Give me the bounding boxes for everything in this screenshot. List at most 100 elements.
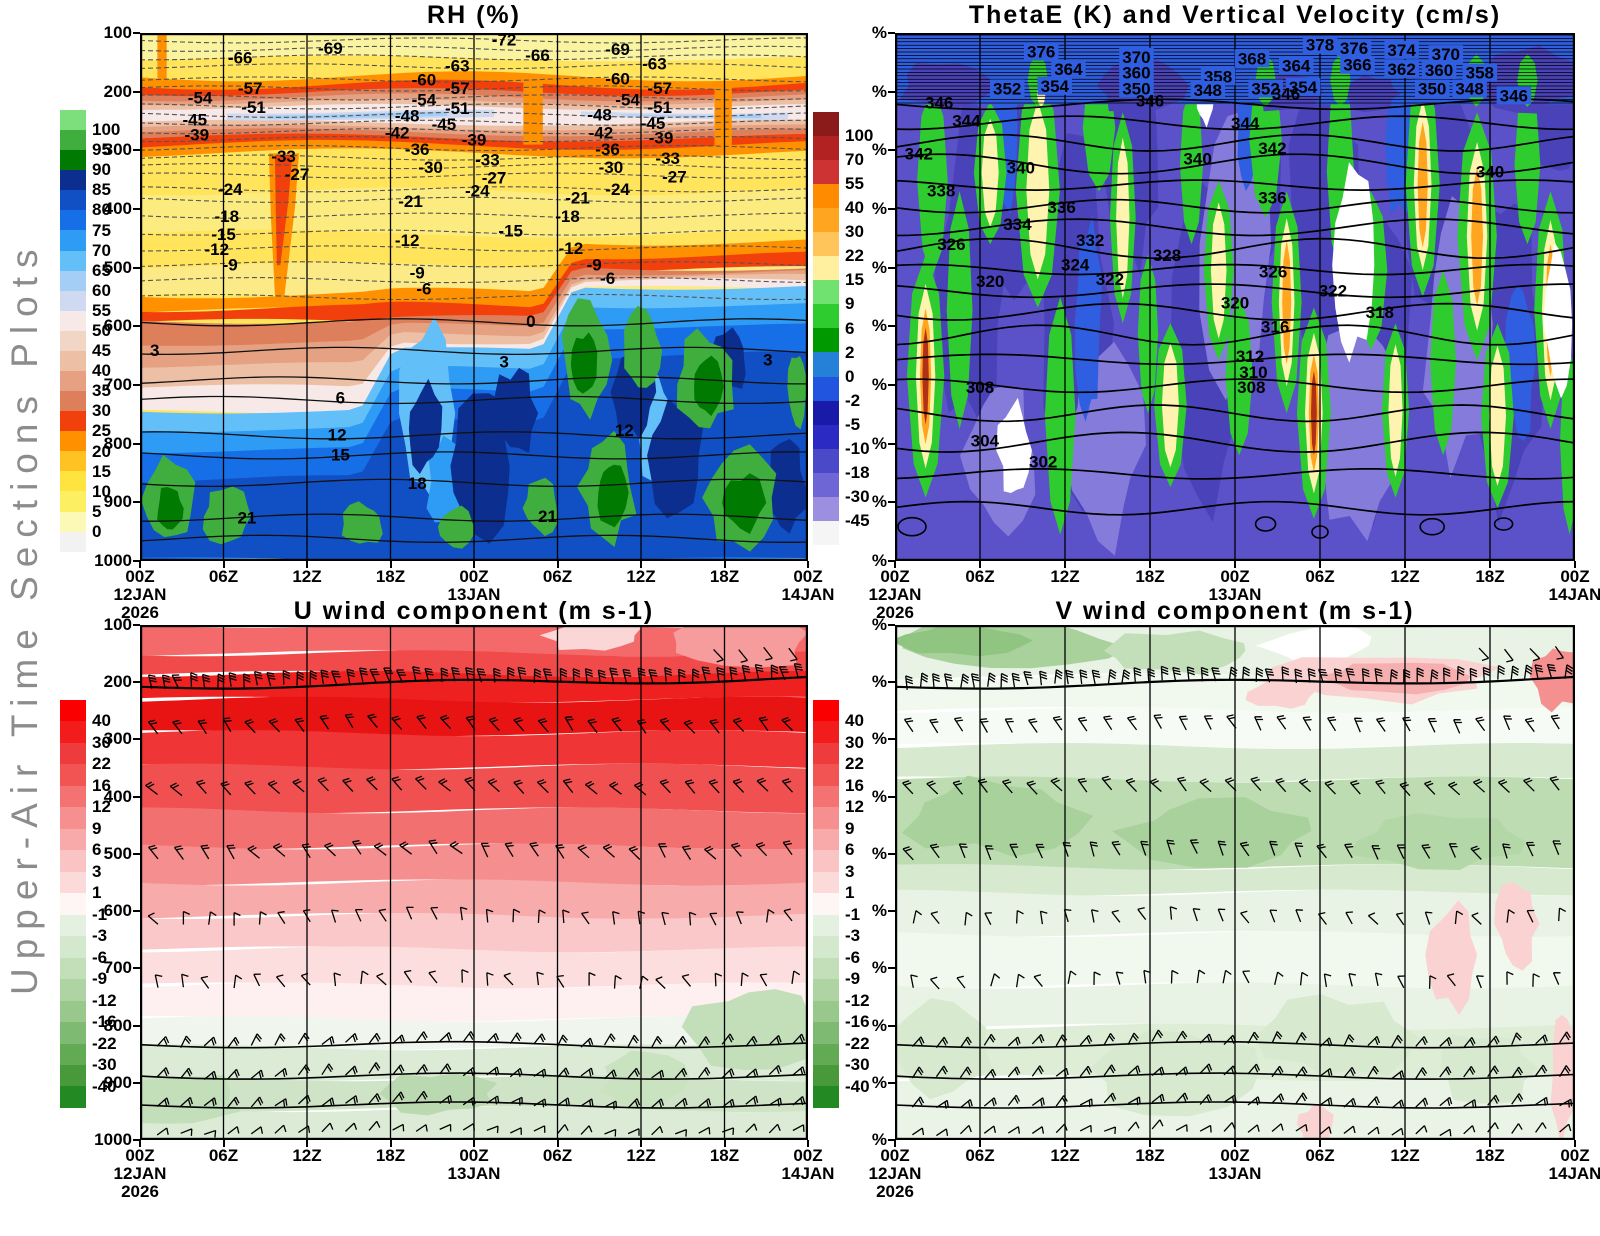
- wind-barb: [1295, 1092, 1308, 1104]
- u-wind-date-label: 14JAN: [781, 1164, 835, 1183]
- wind-barb: [345, 1122, 358, 1132]
- wind-barb: [344, 713, 354, 729]
- contour-label-bg: [1302, 35, 1338, 54]
- thetae-y-tick-label: %: [871, 551, 887, 570]
- wind-barb: [1316, 843, 1327, 859]
- wind-barb: [324, 842, 336, 857]
- contour-fill-plume: [1545, 243, 1556, 377]
- u-wind-x-tick-label: 06Z: [542, 1146, 573, 1165]
- contour-fill-patch: [1504, 285, 1537, 441]
- contour-label: 352: [1251, 79, 1279, 98]
- wind-barb: [277, 911, 286, 924]
- thetae-x-tick: [1319, 561, 1321, 568]
- contour-fill-patch: [268, 153, 299, 308]
- wind-barb: [1160, 665, 1169, 681]
- thetae-contour-line: [895, 179, 1575, 191]
- wind-barb: [1391, 1034, 1403, 1048]
- contour-fill-plume: [1296, 307, 1331, 519]
- contour-label: 364: [1054, 60, 1083, 79]
- wind-barb: [768, 1097, 782, 1107]
- wind-barb: [903, 717, 914, 733]
- wind-barb: [1439, 1128, 1452, 1137]
- wind-barb-row: [1478, 646, 1564, 663]
- wind-barb: [1534, 664, 1544, 679]
- wind-barb: [1529, 647, 1541, 662]
- v-wind-colorbar-label: -6: [845, 947, 861, 967]
- contour-fill-patch: [140, 1074, 241, 1124]
- wind-barb: [1487, 1094, 1500, 1106]
- v-wind-colorbar-label: 22: [845, 754, 864, 774]
- v-wind-colorbar-segment: [813, 807, 839, 829]
- u-wind-y-tick: [133, 681, 140, 684]
- contour-fill-band: [140, 982, 808, 1022]
- contour-label: 12: [328, 425, 347, 444]
- wind-barb: [392, 1123, 405, 1132]
- u-wind-colorbar-label: -16: [92, 1012, 117, 1032]
- wind-barb: [1463, 1036, 1476, 1049]
- solid-contour-line: [140, 376, 808, 385]
- rh-colorbar-label: 55: [92, 300, 111, 320]
- plot-background: [140, 33, 808, 561]
- u-wind-colorbar-label: -12: [92, 990, 117, 1010]
- u-wind-colorbar-label: 3: [92, 861, 102, 881]
- contour-label: 344: [1231, 114, 1260, 133]
- contour-label: -45: [432, 115, 457, 134]
- closed-contour: [1311, 525, 1329, 539]
- wind-barb: [1367, 1035, 1381, 1047]
- contour-line: [895, 675, 1575, 690]
- contour-label-bg: [990, 79, 1025, 98]
- contour-fill-patch: [706, 327, 746, 398]
- contour-fill-band: [140, 93, 808, 137]
- wind-barb: [732, 778, 745, 793]
- contour-label: -9: [410, 264, 425, 283]
- v-wind-x-tick: [1234, 1140, 1236, 1147]
- wind-barb: [1307, 668, 1316, 683]
- vertical-velocity-hatch: [895, 34, 1575, 104]
- wind-barb: [768, 1123, 781, 1134]
- wind-barb: [320, 669, 329, 685]
- wind-barb: [1375, 779, 1386, 795]
- rh-colorbar-segment: [60, 531, 86, 552]
- contour-label-bg: [1234, 49, 1270, 68]
- v-wind-x-tick: [1489, 1140, 1491, 1147]
- contour-fill-patch: [1532, 52, 1575, 171]
- wind-barb: [793, 663, 803, 678]
- wind-barb: [658, 843, 667, 858]
- wind-barb: [1374, 972, 1383, 987]
- thetae-colorbar-label: -18: [845, 462, 870, 482]
- contour-fill-patch: [1288, 41, 1360, 383]
- wind-barb: [487, 778, 500, 793]
- wind-barb: [740, 972, 749, 986]
- v-wind-x-tick: [1404, 1140, 1406, 1147]
- contour-label: -33: [271, 147, 296, 166]
- wind-barb: [792, 1066, 806, 1076]
- contour-fill-patch: [787, 356, 808, 430]
- wind-barb: [1137, 907, 1147, 920]
- wind-barb: [674, 1128, 688, 1137]
- wind-barb: [721, 1068, 735, 1079]
- wind-barb: [1015, 973, 1025, 988]
- wind-barb: [415, 1090, 428, 1103]
- v-wind-y-tick-label: %: [871, 729, 887, 749]
- contour-fill-patch: [202, 486, 251, 545]
- wind-barb: [1510, 665, 1520, 681]
- contour-line: [895, 1101, 1575, 1109]
- contour-fill-patch: [647, 399, 703, 519]
- dashed-contour-line: [140, 245, 808, 252]
- wind-barb: [1442, 667, 1451, 683]
- rh-colorbar-label: 90: [92, 160, 111, 180]
- wind-barb: [1062, 841, 1072, 857]
- wind-barb: [200, 844, 210, 860]
- wind-barb: [1223, 1094, 1237, 1104]
- wind-barb: [392, 1091, 405, 1103]
- rh-colorbar-label: 80: [92, 200, 111, 220]
- thetae-colorbar-segment: [813, 496, 839, 521]
- wind-barb: [1281, 666, 1290, 681]
- u-wind-colorbar-label: -40: [92, 1076, 117, 1096]
- contour-fill-band: [895, 625, 1575, 680]
- contour-label: 340: [1007, 159, 1035, 178]
- wind-barb: [602, 843, 615, 858]
- contour-fill-patch: [157, 33, 167, 82]
- wind-barb: [911, 1036, 925, 1048]
- contour-fill-patch: [1103, 630, 1246, 675]
